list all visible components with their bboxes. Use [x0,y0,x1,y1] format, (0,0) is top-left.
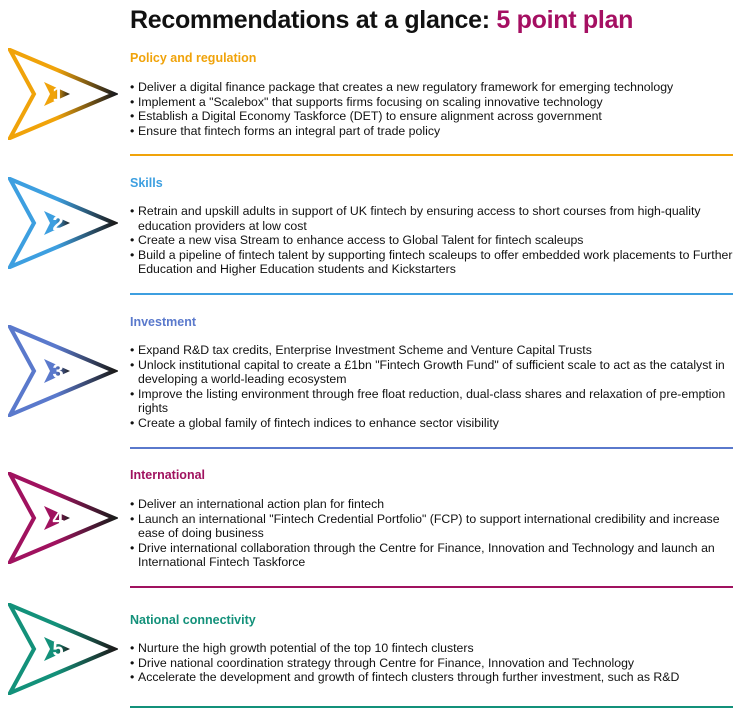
list-item: Unlock institutional capital to create a… [130,358,735,387]
list-item: Retrain and upskill adults in support of… [130,204,735,233]
section-divider [130,154,733,156]
section-divider [130,586,733,588]
step-number: 1 [52,84,63,106]
list-item: Ensure that fintech forms an integral pa… [130,124,735,139]
chevron-icon-3: 3 [8,325,118,417]
chevron-inner-shape [44,637,70,661]
chevron-outline [8,177,118,269]
page-title: Recommendations at a glance: 5 point pla… [130,6,633,35]
list-item: Accelerate the development and growth of… [130,670,735,685]
chevron-icon-5: 5 [8,603,118,695]
title-main: Recommendations at a glance: [130,6,497,34]
section-divider [130,293,733,295]
section-divider [130,447,733,449]
step-number: 3 [52,361,63,383]
list-item: Drive international collaboration throug… [130,541,735,570]
list-item: Nurture the high growth potential of the… [130,641,735,656]
list-item: Expand R&D tax credits, Enterprise Inves… [130,343,735,358]
section-heading: International [130,468,206,482]
step-number: 5 [52,639,63,661]
chevron-outline [8,325,118,417]
chevron-inner-shape [44,506,70,530]
list-item: Improve the listing environment through … [130,387,735,416]
title-accent: 5 point plan [496,6,634,34]
list-item: Implement a "Scalebox" that supports fir… [130,95,735,110]
list-item: Create a global family of fintech indice… [130,416,735,431]
step-number: 2 [52,213,63,235]
section-heading: Skills [130,176,163,190]
chevron-inner-shape [44,211,70,235]
list-item: Deliver a digital finance package that c… [130,80,735,95]
step-number: 4 [52,508,64,530]
list-item: Drive national coordination strategy thr… [130,656,735,671]
bullet-list: Deliver an international action plan for… [130,497,735,570]
chevron-arrow-graphic: 1 [8,48,118,140]
chevron-icon-1: 1 [8,48,118,140]
chevron-outline [8,603,118,695]
chevron-outline [8,48,118,140]
bullet-list: Nurture the high growth potential of the… [130,641,735,685]
section-heading: National connectivity [130,613,256,627]
chevron-arrow-graphic: 3 [8,325,118,417]
chevron-icon-4: 4 [8,472,118,564]
chevron-inner-shape [44,359,70,383]
list-item: Deliver an international action plan for… [130,497,735,512]
list-item: Establish a Digital Economy Taskforce (D… [130,109,735,124]
chevron-icon-2: 2 [8,177,118,269]
chevron-arrow-graphic: 5 [8,603,118,695]
list-item: Launch an international "Fintech Credent… [130,512,735,541]
bullet-list: Retrain and upskill adults in support of… [130,204,735,277]
chevron-arrow-graphic: 2 [8,177,118,269]
bullet-list: Expand R&D tax credits, Enterprise Inves… [130,343,735,431]
section-heading: Policy and regulation [130,51,257,65]
section-heading: Investment [130,315,196,329]
section-divider [130,706,733,708]
list-item: Build a pipeline of fintech talent by su… [130,248,735,277]
bullet-list: Deliver a digital finance package that c… [130,80,735,138]
chevron-outline [8,472,118,564]
list-item: Create a new visa Stream to enhance acce… [130,233,735,248]
chevron-arrow-graphic: 4 [8,472,118,564]
chevron-inner-shape [44,82,70,106]
